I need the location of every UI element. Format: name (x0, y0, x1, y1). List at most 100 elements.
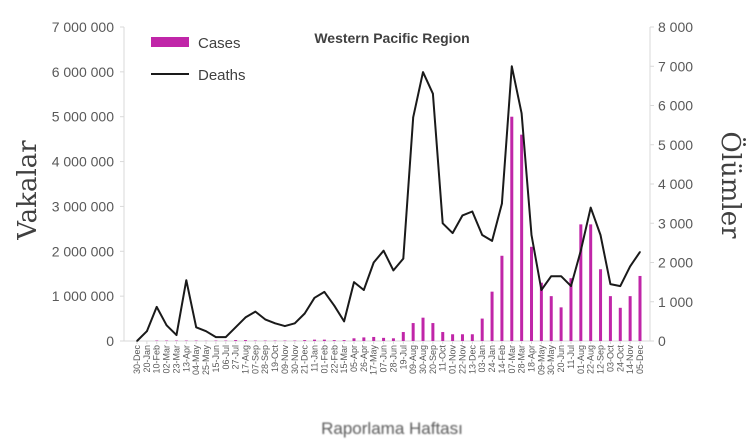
bar-cases (372, 336, 376, 341)
point-deaths (580, 249, 582, 252)
y-tick-label-left: 7 000 000 (52, 19, 114, 35)
line-deaths (136, 65, 641, 342)
bar-cases (243, 340, 247, 341)
bar-cases (618, 307, 622, 341)
bar-cases (342, 340, 346, 341)
x-tick-label: 30-May (546, 345, 556, 376)
bar-cases (569, 278, 573, 341)
point-deaths (510, 65, 513, 68)
x-tick-label: 22-Nov (457, 345, 467, 375)
legend-label-cases: Cases (198, 35, 241, 52)
bar-cases (460, 334, 464, 341)
point-deaths (185, 279, 188, 281)
bar-cases (362, 337, 366, 341)
x-tick-label: 22-Feb (329, 345, 339, 374)
x-tick-label: 10-Feb (152, 345, 162, 374)
x-tick-label: 25-May (201, 345, 211, 376)
bar-cases (490, 291, 494, 341)
x-tick-label: 09-Nov (280, 345, 290, 375)
y-tick-label-left: 4 000 000 (52, 154, 114, 170)
point-deaths (530, 234, 533, 236)
point-deaths (294, 322, 296, 325)
y-tick-label-left: 5 000 000 (52, 109, 114, 125)
bar-cases (599, 269, 603, 341)
point-deaths (481, 234, 483, 236)
y-tick-label-left: 2 000 000 (52, 243, 114, 259)
bar-cases (480, 318, 484, 341)
x-tick-label: 22-Aug (586, 345, 596, 374)
x-tick-label: 07-Mar (507, 345, 517, 374)
legend: Cases Deaths (151, 35, 246, 84)
x-tick-label: 24-Jan (487, 345, 497, 373)
point-deaths (491, 240, 493, 242)
x-tick-label: 27-Jul (231, 345, 241, 370)
y-tick-label-right: 3 000 (658, 215, 693, 231)
x-tick-label: 02-Mar (162, 345, 172, 374)
bar-cases (431, 323, 435, 341)
point-deaths (520, 112, 523, 115)
point-deaths (303, 312, 306, 315)
x-tick-label: 17-Aug (240, 345, 250, 374)
x-tick-label: 09-May (536, 345, 546, 376)
x-tick-label: 11-Jan (310, 345, 320, 372)
x-tick-label: 01-Nov (448, 345, 458, 375)
bar-cases (421, 317, 425, 341)
bar-cases (470, 334, 474, 341)
legend-label-deaths: Deaths (198, 67, 246, 84)
x-tick-label: 28-Mar (517, 345, 527, 374)
chart-title: Western Pacific Region (314, 30, 469, 46)
point-deaths (215, 336, 217, 338)
y-axis-title-left: Vakalar (13, 140, 43, 241)
point-deaths (234, 326, 237, 329)
bar-cases (530, 246, 534, 341)
y-tick-label-right: 0 (658, 333, 666, 349)
x-tick-label: 13-Dec (467, 345, 477, 375)
x-tick-label: 20-Sep (428, 345, 438, 374)
point-deaths (284, 325, 286, 327)
bar-cases (382, 337, 386, 341)
x-tick-label: 18-Apr (527, 345, 537, 372)
point-deaths (560, 275, 562, 278)
y-tick-label-left: 0 (106, 333, 114, 349)
x-tick-label: 15-Jun (211, 345, 221, 373)
point-deaths (392, 269, 395, 272)
y-tick-label-right: 4 000 (658, 176, 693, 192)
point-deaths (313, 297, 316, 299)
x-tick-label: 26-Apr (359, 345, 369, 372)
point-deaths (619, 285, 622, 287)
bar-cases (608, 296, 612, 341)
y-tick-label-left: 6 000 000 (52, 64, 114, 80)
point-deaths (175, 334, 178, 336)
bar-cases (352, 338, 356, 341)
bar-cases (500, 255, 504, 341)
point-deaths (599, 234, 602, 236)
x-tick-label: 07-Sep (250, 345, 260, 374)
y-tick-label-right: 5 000 (658, 137, 693, 153)
point-deaths (451, 232, 454, 234)
x-tick-label: 05-Apr (349, 345, 359, 372)
point-deaths (363, 289, 365, 291)
x-tick-label: 19-Oct (270, 345, 280, 373)
bar-cases (579, 224, 583, 341)
x-tick-label: 04-May (191, 345, 201, 376)
point-deaths (540, 289, 543, 291)
point-deaths (629, 265, 631, 268)
x-tick-label: 28-Sep (260, 345, 270, 374)
point-deaths (639, 251, 641, 253)
x-tick-label: 01-Aug (576, 345, 586, 374)
bar-cases (589, 224, 593, 341)
point-deaths (146, 330, 148, 332)
point-deaths (254, 310, 257, 313)
bar-cases (520, 134, 524, 341)
x-tick-label: 03-Jan (477, 345, 487, 373)
point-deaths (323, 291, 326, 293)
x-tick-label: 11-Oct (438, 345, 448, 372)
point-deaths (165, 324, 168, 327)
x-tick-label: 14-Nov (625, 345, 635, 375)
x-tick-label: 28-Jun (388, 345, 398, 373)
bar-cases (510, 116, 514, 341)
bar-cases (234, 340, 238, 341)
x-tick-label: 20-Jan (142, 345, 152, 373)
bar-cases (638, 275, 642, 341)
x-tick-label: 13-Apr (181, 345, 191, 372)
